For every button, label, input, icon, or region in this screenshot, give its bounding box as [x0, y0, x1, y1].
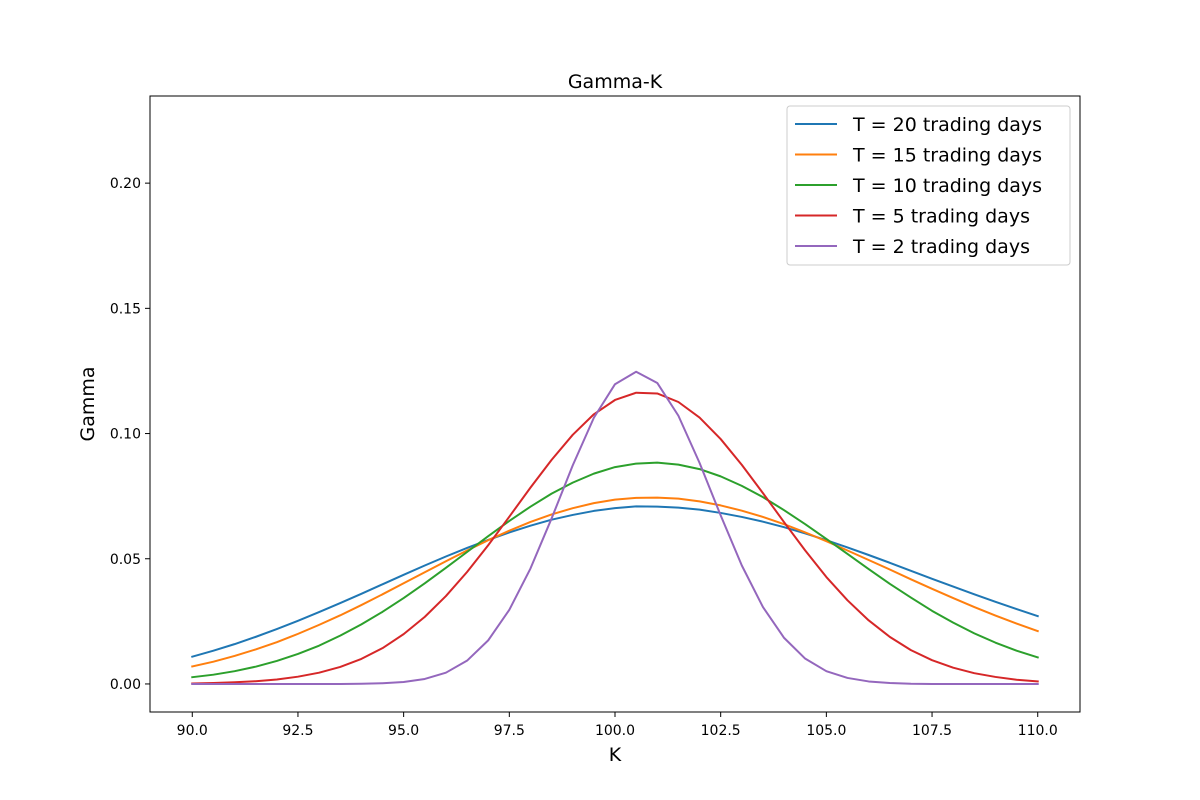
series-line-2 [191, 496, 1040, 668]
y-tick-label: 0.15 [110, 301, 141, 317]
series-line-5 [191, 370, 1039, 685]
legend-label: T = 15 trading days [852, 145, 1042, 167]
y-tick-label: 0.10 [110, 427, 141, 443]
y-tick-label: 0.20 [110, 176, 141, 192]
legend-label: T = 5 trading days [852, 206, 1030, 228]
legend-label: T = 20 trading days [852, 114, 1042, 136]
x-tick-label: 107.5 [912, 723, 952, 739]
x-tick-label: 110.0 [1018, 723, 1058, 739]
legend-items: T = 20 trading days T = 15 trading days T … [795, 114, 1042, 258]
series-line-3 [191, 461, 1039, 679]
x-tick-label: 95.0 [388, 723, 419, 739]
x-tick-label: 105.0 [806, 723, 846, 739]
x-tick-label: 102.5 [701, 723, 741, 739]
y-axis: 0.00 0.05 0.10 0.15 0.20 [110, 176, 150, 693]
legend: T = 20 trading days T = 15 trading days T … [786, 105, 1071, 266]
x-tick-label: 97.5 [494, 723, 525, 739]
y-axis-label: Gamma [77, 366, 99, 441]
x-axis-label: K [609, 744, 622, 766]
x-axis: 90.0 92.5 95.0 97.5 100.0 102.5 105.0 107.5 110.… [177, 712, 1058, 739]
legend-box [786, 105, 1071, 266]
series-layer [191, 370, 1040, 685]
chart-title: Gamma-K [568, 71, 663, 93]
x-tick-label: 90.0 [177, 723, 208, 739]
x-tick-label: 100.0 [595, 723, 635, 739]
y-tick-label: 0.05 [110, 552, 141, 568]
series-line-1 [191, 505, 1039, 658]
legend-label: T = 10 trading days [852, 175, 1042, 197]
x-tick-label: 92.5 [282, 723, 313, 739]
series-line-4 [191, 391, 1039, 685]
y-tick-label: 0.00 [110, 677, 141, 693]
legend-label: T = 2 trading days [852, 236, 1030, 258]
